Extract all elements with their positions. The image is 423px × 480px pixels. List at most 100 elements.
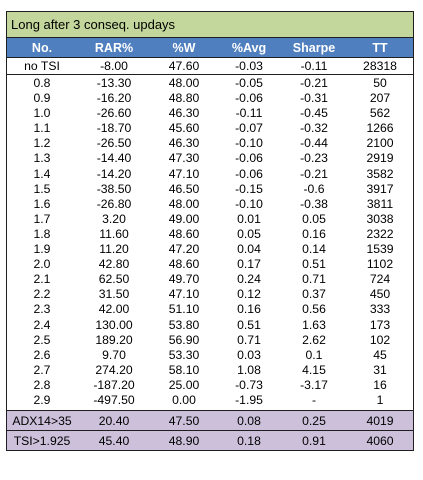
- cell-rar: -13.30: [96, 76, 132, 90]
- cell-avg: -0.10: [235, 136, 263, 151]
- cell-tt: 450: [369, 287, 391, 302]
- summary-cell-win: 47.50: [168, 414, 200, 429]
- baseline-cell-rar: -8.00: [100, 59, 128, 73]
- summary-cell-avg: 0.08: [237, 414, 261, 429]
- cell-tt: 333: [369, 302, 391, 317]
- cell-no: 2.9: [33, 392, 51, 407]
- summary-section: ADX14>35 20.40 47.50 0.08 0.25 4019 TSI>1.925 4…: [7, 410, 413, 451]
- cell-avg: 0.04: [237, 242, 261, 257]
- cell-win: 49.70: [168, 272, 200, 287]
- summary-row: TSI>1.925 45.40 48.90 0.18 0.91 4060: [7, 430, 413, 451]
- cell-no: 2.0: [33, 257, 51, 272]
- cell-tt: 173: [369, 317, 391, 332]
- cell-win: 53.30: [168, 347, 200, 362]
- cell-avg: -0.06: [235, 166, 263, 181]
- table-title: Long after 3 conseq. updays: [7, 12, 413, 38]
- summary-cell-rar: 45.40: [98, 434, 130, 449]
- cell-rar: -26.80: [96, 196, 132, 211]
- cell-avg: 0.03: [237, 347, 261, 362]
- summary-cell-tt: 4060: [366, 434, 394, 449]
- cell-win: 53.80: [168, 317, 200, 332]
- cell-sharpe: -0.31: [300, 91, 328, 106]
- cell-win: 47.20: [168, 242, 200, 257]
- cell-no: 1.3: [33, 151, 51, 166]
- cell-sharpe: -0.38: [300, 196, 328, 211]
- cell-win: 45.60: [168, 121, 200, 136]
- cell-win: 46.30: [168, 136, 200, 151]
- cell-win: 0.00: [172, 392, 196, 407]
- cell-no: 2.3: [33, 302, 51, 317]
- cell-win: 48.60: [168, 257, 200, 272]
- cell-win: 51.10: [168, 302, 200, 317]
- cell-sharpe: -3.17: [300, 377, 328, 392]
- cell-rar: 11.20: [99, 242, 129, 257]
- cell-no: 2.8: [33, 377, 51, 392]
- cell-win: 25.00: [168, 377, 200, 392]
- cell-tt: 3917: [366, 181, 394, 196]
- cell-rar: 11.60: [99, 226, 129, 241]
- summary-row: ADX14>35 20.40 47.50 0.08 0.25 4019: [7, 410, 413, 431]
- column-header-no: No.: [31, 41, 53, 55]
- column-header-win: %W: [172, 41, 196, 55]
- table-row: 1.4 -14.20 47.10 -0.06 -0.21 3582: [7, 167, 413, 182]
- cell-win: 48.00: [168, 76, 200, 90]
- cell-sharpe: -0.44: [300, 136, 328, 151]
- cell-no: 2.5: [33, 332, 51, 347]
- cell-avg: -0.15: [235, 181, 263, 196]
- table-row: 2.5 189.20 56.90 0.71 2.62 102: [7, 333, 413, 348]
- cell-win: 47.10: [168, 287, 200, 302]
- cell-rar: 42.00: [98, 302, 130, 317]
- column-header-sharpe: Sharpe: [292, 41, 336, 55]
- header-row: No. RAR% %W %Avg Sharpe TT: [7, 38, 413, 58]
- cell-rar: 274.20: [95, 362, 133, 377]
- baseline-cell-avg: -0.03: [235, 59, 263, 73]
- cell-avg: 0.51: [237, 317, 261, 332]
- cell-no: 0.9: [33, 91, 51, 106]
- cell-no: 1.6: [33, 196, 51, 211]
- summary-cell-tt: 4019: [366, 414, 394, 429]
- cell-tt: 1: [376, 392, 384, 407]
- cell-sharpe: -0.21: [300, 76, 328, 90]
- cell-sharpe: -0.23: [300, 151, 328, 166]
- cell-sharpe: 0.1: [305, 347, 323, 362]
- summary-cell-rar: 20.40: [98, 414, 130, 429]
- cell-no: 1.4: [33, 166, 51, 181]
- column-header-tt: TT: [372, 41, 388, 55]
- table-row: 2.8 -187.20 25.00 -0.73 -3.17 16: [7, 378, 413, 393]
- cell-avg: 0.05: [237, 226, 261, 241]
- cell-sharpe: 1.63: [302, 317, 326, 332]
- cell-tt: 102: [369, 332, 391, 347]
- cell-sharpe: 2.62: [302, 332, 326, 347]
- cell-rar: -38.50: [96, 181, 132, 196]
- cell-win: 48.00: [168, 196, 200, 211]
- cell-sharpe: 0.37: [302, 287, 326, 302]
- cell-rar: 62.50: [98, 272, 130, 287]
- cell-avg: 0.71: [237, 332, 261, 347]
- cell-rar: -26.60: [96, 106, 132, 121]
- table-row: 2.4 130.00 53.80 0.51 1.63 173: [7, 318, 413, 333]
- cell-no: 1.2: [33, 136, 51, 151]
- cell-rar: 31.50: [98, 287, 130, 302]
- cell-no: 2.2: [33, 287, 51, 302]
- cell-sharpe: 4.15: [302, 362, 326, 377]
- table-row: 2.9 -497.50 0.00 -1.95 - 1: [7, 393, 413, 408]
- column-header-avg: %Avg: [231, 41, 267, 55]
- results-table: Long after 3 conseq. updays No. RAR% %W %Av…: [6, 11, 414, 452]
- cell-rar: -497.50: [93, 392, 135, 407]
- baseline-cell-tt: 28318: [363, 59, 397, 73]
- summary-cell-sharpe: 0.25: [302, 414, 326, 429]
- cell-rar: 130.00: [95, 317, 133, 332]
- cell-tt: 3038: [366, 211, 394, 226]
- cell-sharpe: -0.32: [300, 121, 328, 136]
- cell-win: 46.30: [168, 106, 200, 121]
- table-row: 2.2 31.50 47.10 0.12 0.37 450: [7, 287, 413, 302]
- cell-no: 1.8: [33, 226, 51, 241]
- table-row: 1.1 -18.70 45.60 -0.07 -0.32 1266: [7, 121, 413, 136]
- cell-sharpe: 0.51: [302, 257, 326, 272]
- table-body: 0.8 -13.30 48.00 -0.05 -0.21 50 0.9 -16.20 48.80…: [7, 75, 413, 410]
- cell-sharpe: 0.16: [302, 226, 326, 241]
- cell-rar: -26.50: [96, 136, 132, 151]
- summary-cell-avg: 0.18: [237, 434, 261, 449]
- cell-no: 2.6: [33, 347, 51, 362]
- table-row: 1.3 -14.40 47.30 -0.06 -0.23 2919: [7, 151, 413, 166]
